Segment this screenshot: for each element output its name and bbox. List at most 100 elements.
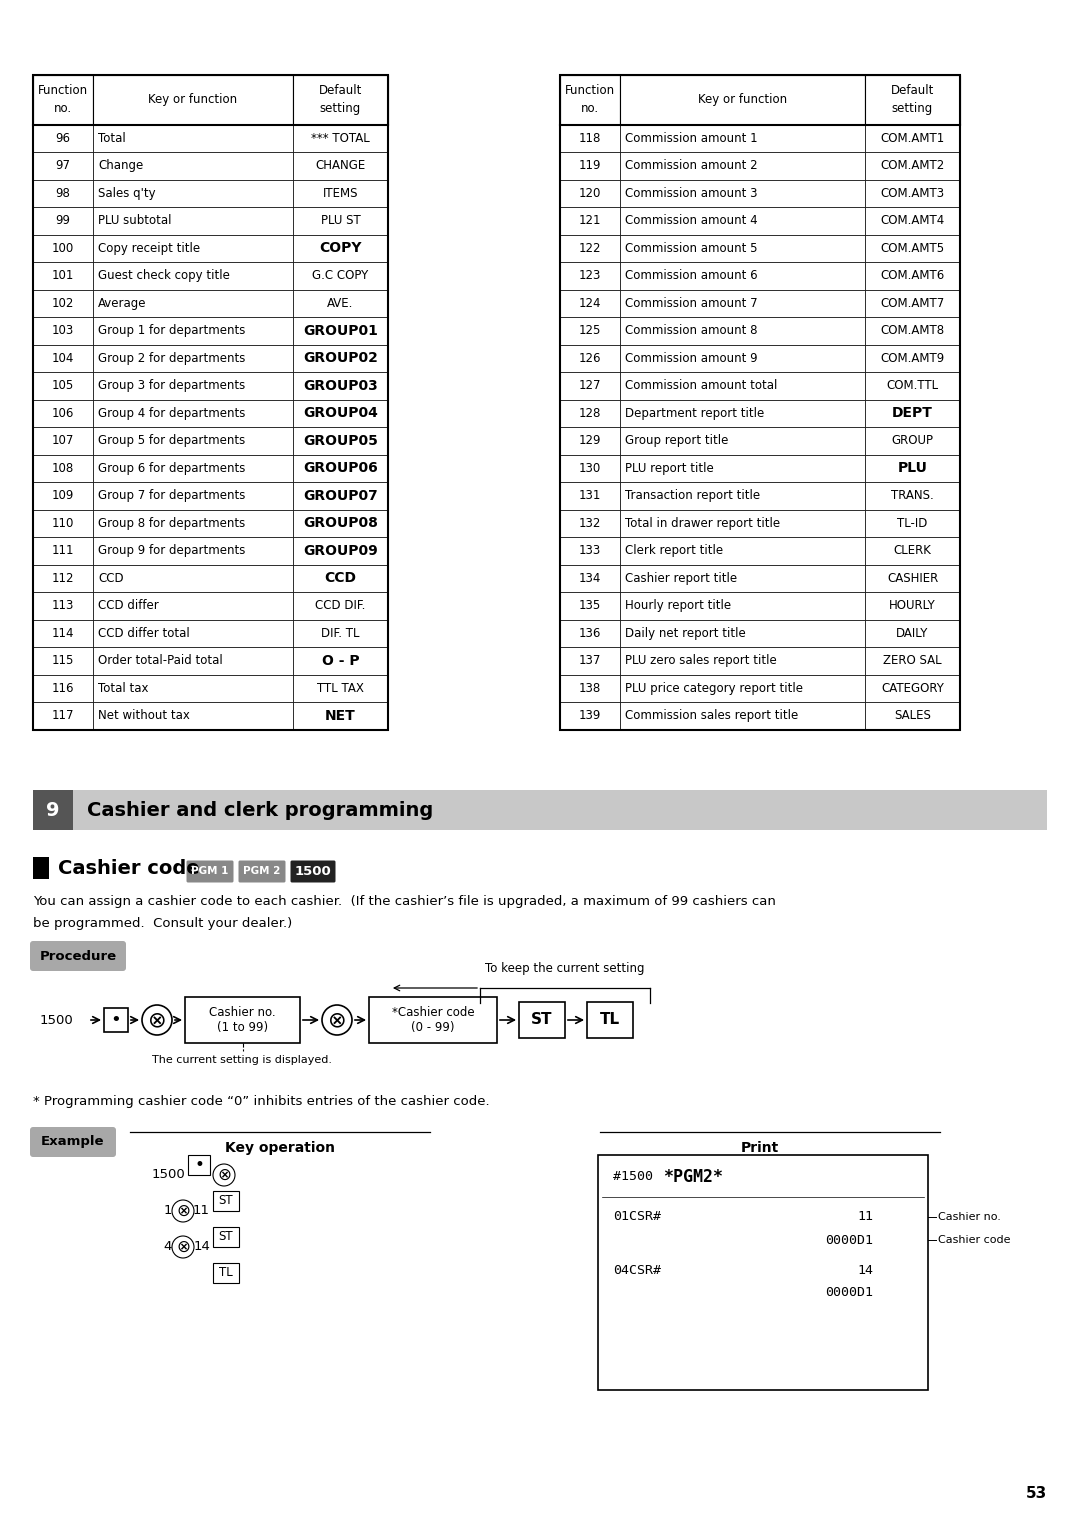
Text: Key or function: Key or function (698, 93, 787, 107)
Text: 109: 109 (52, 490, 75, 502)
Bar (293, 262, 388, 290)
Bar (561, 620, 620, 647)
Bar (865, 647, 960, 674)
Text: COPY: COPY (320, 241, 362, 255)
Bar (620, 537, 865, 565)
Bar (33, 180, 93, 208)
Bar (865, 372, 960, 400)
Text: GROUP03: GROUP03 (303, 378, 378, 392)
Bar (293, 153, 388, 180)
Text: GROUP07: GROUP07 (303, 488, 378, 502)
Bar (188, 1155, 210, 1175)
Bar (93, 537, 293, 565)
Text: Commission amount 5: Commission amount 5 (625, 241, 757, 255)
Bar (561, 153, 620, 180)
Bar (293, 537, 388, 565)
Bar (93, 592, 293, 620)
Text: 116: 116 (52, 682, 75, 694)
Text: 108: 108 (52, 462, 75, 475)
Text: ST: ST (531, 1012, 553, 1027)
Bar (33, 427, 93, 455)
Text: COM.AMT8: COM.AMT8 (880, 324, 945, 337)
Bar (33, 565, 93, 592)
Bar (33, 400, 93, 427)
Bar (620, 290, 865, 317)
Text: Guest check copy title: Guest check copy title (98, 269, 230, 282)
Text: ST: ST (218, 1230, 233, 1244)
Text: COM.AMT9: COM.AMT9 (880, 353, 945, 365)
Text: CLERK: CLERK (893, 545, 931, 557)
Text: Cashier and clerk programming: Cashier and clerk programming (87, 801, 433, 819)
Bar (93, 153, 293, 180)
Bar (620, 345, 865, 372)
FancyBboxPatch shape (30, 1128, 116, 1157)
Bar (865, 235, 960, 262)
Bar (293, 180, 388, 208)
Text: Key operation: Key operation (225, 1141, 335, 1155)
Text: 99: 99 (55, 214, 70, 227)
Bar (561, 262, 620, 290)
Bar (33, 482, 93, 510)
Text: 4: 4 (164, 1241, 172, 1253)
Bar (865, 180, 960, 208)
Bar (93, 75, 293, 125)
FancyBboxPatch shape (187, 861, 233, 882)
Bar (293, 400, 388, 427)
Text: Commission amount 8: Commission amount 8 (625, 324, 757, 337)
Text: 121: 121 (579, 214, 602, 227)
Text: Average: Average (98, 296, 147, 310)
Text: 135: 135 (579, 600, 602, 612)
Text: Example: Example (41, 1135, 105, 1149)
Text: Department report title: Department report title (625, 407, 765, 420)
Bar (33, 455, 93, 482)
Text: Transaction report title: Transaction report title (625, 490, 760, 502)
Bar (620, 153, 865, 180)
Bar (561, 482, 620, 510)
Bar (561, 592, 620, 620)
Bar (369, 996, 497, 1042)
Bar (293, 592, 388, 620)
Bar (33, 702, 93, 729)
FancyBboxPatch shape (30, 942, 126, 971)
Bar (293, 455, 388, 482)
Text: PLU price category report title: PLU price category report title (625, 682, 804, 694)
Text: Cashier report title: Cashier report title (625, 572, 738, 584)
Bar (561, 674, 620, 702)
Text: Function
no.: Function no. (38, 84, 89, 116)
Bar (561, 125, 620, 153)
Text: 1500: 1500 (40, 1013, 73, 1027)
Text: AVE.: AVE. (327, 296, 353, 310)
Text: 115: 115 (52, 655, 75, 667)
Text: 118: 118 (579, 131, 602, 145)
Text: GROUP04: GROUP04 (303, 406, 378, 420)
Text: PLU subtotal: PLU subtotal (98, 214, 172, 227)
Text: CCD differ total: CCD differ total (98, 627, 190, 639)
Text: 1500: 1500 (151, 1169, 185, 1181)
Bar (620, 125, 865, 153)
Bar (93, 702, 293, 729)
Bar (93, 317, 293, 345)
Text: CCD differ: CCD differ (98, 600, 159, 612)
Bar (588, 1003, 633, 1038)
Bar (33, 537, 93, 565)
Text: 112: 112 (52, 572, 75, 584)
Bar (293, 345, 388, 372)
Bar (293, 565, 388, 592)
Text: *** TOTAL: *** TOTAL (311, 131, 369, 145)
Text: 134: 134 (579, 572, 602, 584)
Text: Net without tax: Net without tax (98, 710, 190, 722)
Text: •: • (110, 1012, 121, 1029)
Text: DAILY: DAILY (896, 627, 929, 639)
Text: 137: 137 (579, 655, 602, 667)
Bar (293, 674, 388, 702)
Bar (93, 647, 293, 674)
Bar (33, 75, 388, 729)
Text: TTL TAX: TTL TAX (318, 682, 364, 694)
Text: GROUP02: GROUP02 (303, 351, 378, 365)
Bar (620, 510, 865, 537)
Bar (185, 996, 300, 1042)
Text: 131: 131 (579, 490, 602, 502)
Text: The current setting is displayed.: The current setting is displayed. (152, 1054, 333, 1065)
Text: HOURLY: HOURLY (889, 600, 936, 612)
Bar (33, 790, 73, 830)
